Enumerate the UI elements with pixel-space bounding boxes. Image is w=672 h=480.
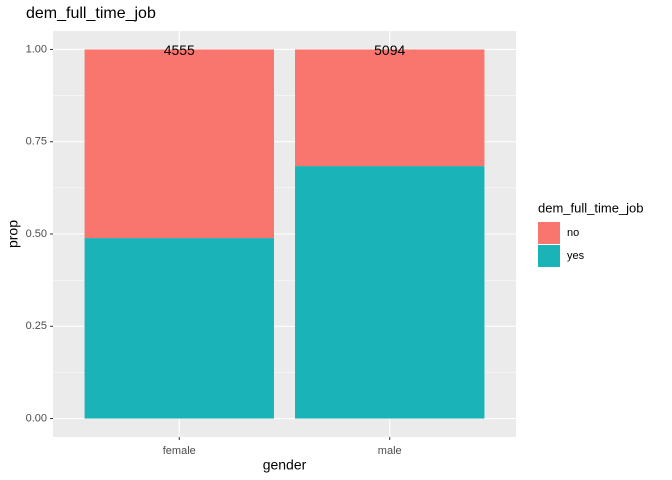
y-tick-label: 0.75 <box>26 136 47 148</box>
x-tick-label: male <box>378 445 402 457</box>
y-axis-title: prop <box>5 220 21 248</box>
bar-segment <box>295 49 485 167</box>
chart-title: dem_full_time_job <box>26 5 156 22</box>
legend-title: dem_full_time_job <box>538 200 644 215</box>
bar-segment <box>295 166 485 419</box>
y-tick-label: 1.00 <box>26 43 47 55</box>
total-label: 5094 <box>374 42 405 58</box>
legend-key <box>538 222 560 244</box>
legend-label: yes <box>567 250 585 262</box>
legend-label: no <box>567 227 579 239</box>
bar-segment <box>84 238 274 419</box>
bar-segment <box>84 49 274 239</box>
y-tick-label: 0.00 <box>26 412 47 424</box>
y-tick-label: 0.50 <box>26 228 47 240</box>
total-label: 4555 <box>164 42 195 58</box>
x-axis-title: gender <box>263 457 307 473</box>
legend-key <box>538 245 560 267</box>
x-tick-label: female <box>163 445 196 457</box>
y-tick-label: 0.25 <box>26 320 47 332</box>
